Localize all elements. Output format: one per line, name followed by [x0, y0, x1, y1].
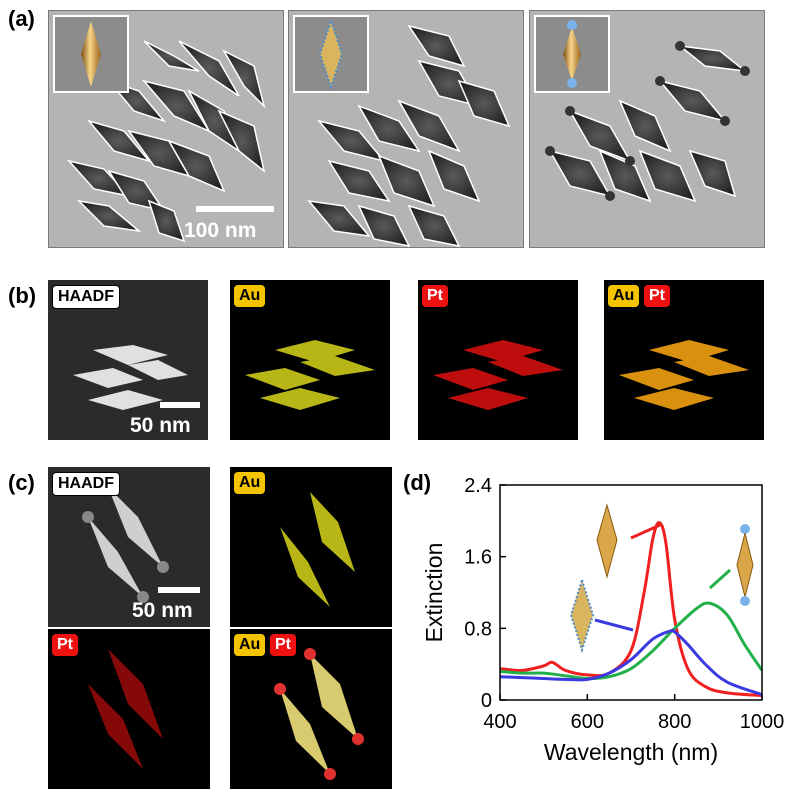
au-tag: Au — [234, 634, 266, 656]
inset-coated-bipyramid — [293, 15, 369, 93]
pt-tag: Pt — [52, 634, 78, 656]
haadf-particles — [73, 345, 188, 410]
panel-label-c: (c) — [8, 470, 35, 495]
tem-particles — [307, 24, 511, 247]
scale-bar — [158, 587, 200, 593]
coated-bipyramid-icon — [318, 17, 344, 91]
pt-particles — [433, 340, 563, 410]
haadf-tag: HAADF — [52, 472, 120, 496]
y-axis-label: Extinction — [421, 543, 447, 643]
scale-bar-label: 100 nm — [184, 219, 257, 242]
pt-map: Pt — [48, 629, 210, 789]
y-tick-label: 0 — [481, 690, 492, 712]
panel-label-a: (a) — [8, 6, 35, 31]
tipped-bipyramid-illustration — [736, 524, 754, 606]
scale-bar — [196, 206, 274, 212]
x-tick-label: 1000 — [740, 711, 785, 733]
overlay-particles — [619, 340, 749, 410]
tem-particles — [545, 41, 750, 203]
scale-bar-label: 50 nm — [130, 414, 191, 437]
au-tag: Au — [608, 285, 640, 307]
haadf-image: HAADF 50 nm — [48, 280, 208, 440]
series-line-red — [499, 521, 763, 698]
tem-image-bipyramids: 100 nm — [48, 10, 284, 248]
overlay-particles — [274, 648, 364, 780]
axis-ticks: 400 600 800 1000 0 0.8 1.6 2.4 — [464, 475, 784, 733]
scale-bar-label: 50 nm — [132, 599, 193, 622]
x-tick-label: 400 — [483, 711, 516, 733]
tem-particles — [66, 40, 266, 243]
au-tag: Au — [234, 285, 266, 307]
red-arrow — [630, 523, 661, 540]
y-tick-label: 0.8 — [464, 618, 492, 640]
pt-tag: Pt — [270, 634, 296, 656]
au-tag: Au — [234, 472, 266, 494]
pt-particles — [88, 649, 163, 769]
y-tick-label: 1.6 — [464, 547, 492, 569]
tem-image-bipyramids-tipped — [529, 10, 765, 248]
gold-bipyramid-illustration — [596, 503, 618, 579]
x-axis-label: Wavelength (nm) — [544, 739, 718, 765]
series-line-blue — [499, 628, 763, 697]
pt-map: Pt — [418, 280, 578, 440]
chart-series-group — [499, 521, 764, 698]
inset-gold-bipyramid — [53, 15, 129, 93]
scale-bar — [160, 402, 200, 408]
green-arrow — [708, 568, 732, 590]
panel-label-b: (b) — [8, 283, 37, 308]
blue-arrow — [594, 618, 634, 632]
au-particles — [280, 492, 355, 607]
au-particles — [245, 340, 375, 410]
series-line-green — [499, 601, 764, 681]
bipyramid-icon — [81, 21, 101, 87]
overlay-map: Au Pt — [230, 629, 392, 789]
x-tick-label: 600 — [571, 711, 604, 733]
pt-tag: Pt — [644, 285, 670, 307]
haadf-tag: HAADF — [52, 285, 120, 309]
overlay-map: Au Pt — [604, 280, 764, 440]
y-tick-label: 2.4 — [464, 475, 492, 497]
tem-image-bipyramids-coated — [288, 10, 524, 248]
plot-frame — [499, 484, 763, 701]
pt-tag: Pt — [422, 285, 448, 307]
au-map: Au — [230, 280, 390, 440]
au-map: Au — [230, 467, 392, 627]
panel-label-d: (d) — [403, 470, 432, 495]
haadf-image: HAADF 50 nm — [48, 467, 210, 627]
coated-bipyramid-illustration — [569, 576, 595, 654]
x-tick-label: 800 — [658, 711, 691, 733]
tipped-bipyramid-icon — [563, 20, 581, 88]
inset-tipped-bipyramid — [534, 15, 610, 93]
